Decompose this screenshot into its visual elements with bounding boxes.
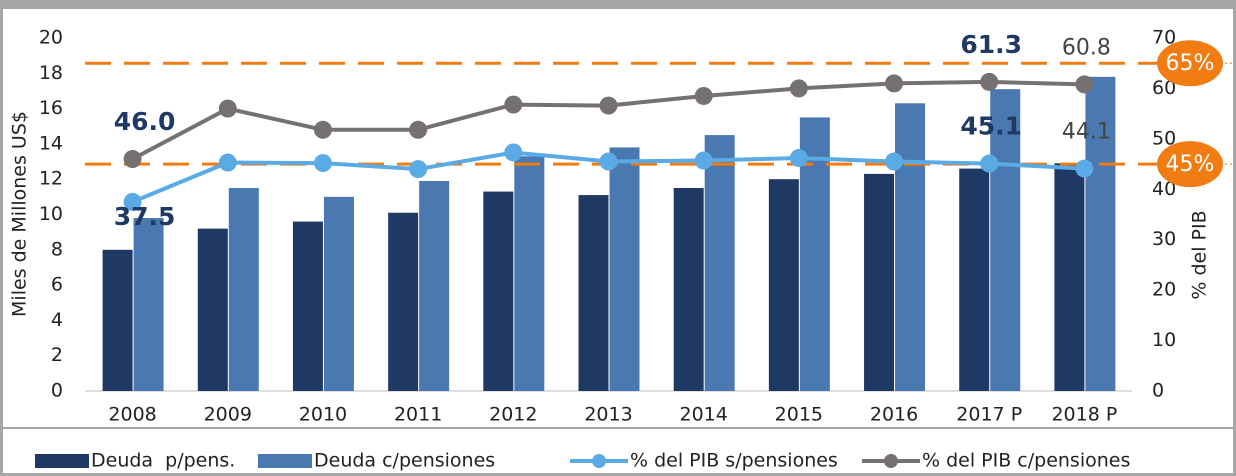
y2-tick-label: 60 <box>1152 77 1176 99</box>
legend-marker <box>592 454 606 468</box>
y-tick-label: 14 <box>39 132 63 154</box>
marker <box>599 152 618 171</box>
legend-swatch <box>258 454 312 468</box>
marker <box>1075 159 1094 178</box>
reference-label: 65% <box>1166 51 1215 76</box>
marker <box>218 153 237 172</box>
y-tick-label: 4 <box>51 309 63 331</box>
marker <box>980 154 999 173</box>
legend-label: Deuda c/pensiones <box>314 450 495 472</box>
bar <box>483 191 514 391</box>
data-label: 37.5 <box>114 202 176 231</box>
x-tick-label: 2012 <box>489 404 537 426</box>
y-tick-label: 8 <box>51 238 63 260</box>
x-tick-label: 2016 <box>870 404 918 426</box>
x-tick-label: 2013 <box>584 404 632 426</box>
bar <box>959 168 990 391</box>
marker <box>409 120 428 139</box>
reference-label: 45% <box>1166 152 1215 177</box>
x-tick-label: 2009 <box>204 404 252 426</box>
bar <box>895 103 926 392</box>
marker <box>313 120 332 139</box>
bar <box>514 156 545 391</box>
bar <box>102 249 133 391</box>
marker <box>694 151 713 170</box>
x-tick-label: 2018 P <box>1051 404 1117 426</box>
bar <box>1085 76 1116 391</box>
x-tick-label: 2008 <box>108 404 156 426</box>
bar <box>768 179 799 391</box>
marker <box>504 143 523 162</box>
bar <box>323 196 354 391</box>
marker <box>1075 75 1094 94</box>
marker <box>789 149 808 168</box>
y2-tick-label: 0 <box>1152 380 1164 402</box>
bar <box>1054 163 1085 391</box>
y-tick-label: 2 <box>51 344 63 366</box>
y2-tick-label: 50 <box>1152 127 1176 149</box>
y-tick-label: 12 <box>39 168 63 190</box>
bar <box>673 188 704 391</box>
marker <box>599 96 618 115</box>
data-label: 46.0 <box>114 107 176 136</box>
legend-swatch <box>35 454 89 468</box>
bar <box>197 228 228 391</box>
top-bar <box>0 0 1236 9</box>
marker <box>218 99 237 118</box>
data-label: 60.8 <box>1062 35 1111 60</box>
y-tick-label: 20 <box>39 27 63 49</box>
y2-tick-label: 40 <box>1152 178 1176 200</box>
y-axis-title: Miles de Millones US$ <box>9 111 31 317</box>
legend-label: % del PIB c/pensiones <box>922 450 1130 472</box>
bar <box>864 173 895 391</box>
bar <box>228 188 259 391</box>
marker <box>885 152 904 171</box>
data-label: 44.1 <box>1062 120 1111 145</box>
marker <box>789 79 808 98</box>
legend-marker <box>884 454 898 468</box>
y-tick-label: 10 <box>39 203 63 225</box>
y-tick-label: 0 <box>51 380 63 402</box>
y2-tick-label: 70 <box>1152 27 1176 49</box>
bar <box>388 212 419 391</box>
x-tick-label: 2015 <box>775 404 823 426</box>
data-label: 45.1 <box>960 112 1022 141</box>
marker <box>980 72 999 91</box>
bar <box>292 221 323 391</box>
bar <box>419 180 450 391</box>
x-tick-label: 2017 P <box>956 404 1022 426</box>
legend-label: % del PIB s/pensiones <box>630 450 838 472</box>
y2-tick-label: 10 <box>1152 329 1176 351</box>
marker <box>123 192 142 211</box>
marker <box>313 154 332 173</box>
bar <box>990 89 1021 391</box>
y-tick-label: 6 <box>51 274 63 296</box>
marker <box>694 86 713 105</box>
y2-tick-label: 20 <box>1152 279 1176 301</box>
bar <box>609 147 640 391</box>
x-tick-label: 2014 <box>680 404 728 426</box>
x-tick-label: 2010 <box>299 404 347 426</box>
y-tick-label: 18 <box>39 62 63 84</box>
x-tick-label: 2011 <box>394 404 442 426</box>
reference-badge <box>1157 40 1223 87</box>
marker <box>885 74 904 93</box>
bar <box>704 135 735 391</box>
bar <box>578 195 609 391</box>
marker <box>409 160 428 179</box>
y-tick-label: 16 <box>39 97 63 119</box>
marker <box>504 95 523 114</box>
marker <box>123 150 142 169</box>
y2-tick-label: 30 <box>1152 228 1176 250</box>
reference-badge <box>1157 141 1223 188</box>
legend-label: Deuda p/pens. <box>91 450 235 472</box>
bar <box>133 218 164 391</box>
y2-axis-title: % del PIB <box>1189 210 1211 299</box>
data-label: 61.3 <box>960 30 1022 59</box>
